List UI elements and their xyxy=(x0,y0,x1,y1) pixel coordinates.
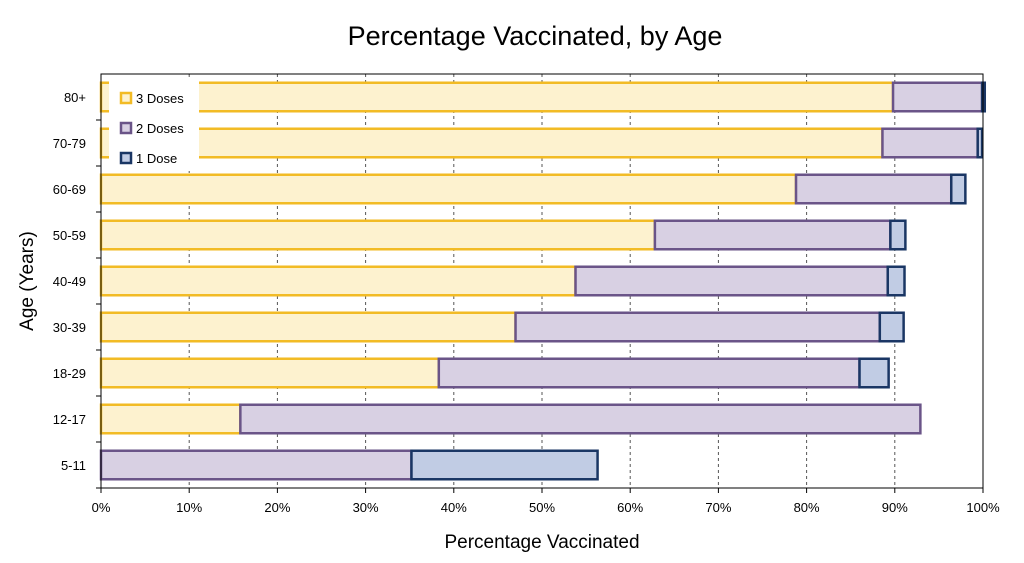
legend-swatch xyxy=(119,121,133,135)
bars xyxy=(99,81,987,481)
x-tick-label: 100% xyxy=(966,500,1000,515)
bar-segment xyxy=(878,311,905,343)
y-tick-label: 12-17 xyxy=(53,412,86,427)
legend-entry: 3 Doses xyxy=(136,91,184,106)
y-tick-label: 40-49 xyxy=(53,274,86,289)
x-tick-labels: 0% 10% 20% 30% 40% 50% 60% 70% 80% 90% 100% xyxy=(92,500,1000,515)
x-tick-label: 80% xyxy=(794,500,820,515)
bar-segment xyxy=(881,127,979,159)
plot-frame xyxy=(100,73,984,489)
bar-segment xyxy=(99,311,517,343)
legend-swatch xyxy=(119,91,133,105)
y-tick-label: 30-39 xyxy=(53,320,86,335)
legend: 3 Doses 2 Doses 1 Dose xyxy=(109,80,199,171)
bar-segment xyxy=(976,127,984,159)
y-tick-label: 70-79 xyxy=(53,136,86,151)
bar-segment xyxy=(99,127,884,159)
bar-segment xyxy=(99,81,895,113)
bar-segment xyxy=(99,403,242,435)
chart-title: Percentage Vaccinated, by Age xyxy=(348,21,723,51)
bar-segment xyxy=(99,449,413,481)
bar-segment xyxy=(886,265,906,297)
x-tick-label: 10% xyxy=(176,500,202,515)
bar-segment xyxy=(99,265,577,297)
legend-swatch xyxy=(119,151,133,165)
y-axis-label: Age (Years) xyxy=(17,231,38,331)
x-tick-label: 20% xyxy=(264,500,290,515)
bar-segment xyxy=(574,265,889,297)
y-tick-label: 60-69 xyxy=(53,182,86,197)
bar-segment xyxy=(949,173,967,205)
bar-segment xyxy=(794,173,953,205)
y-tick-label: 80+ xyxy=(64,90,86,105)
bar-segment xyxy=(889,219,907,251)
y-tick-labels: 5-11 12-17 18-29 30-39 40-49 50-59 60-69 70-79 8… xyxy=(53,90,101,489)
bar-segment xyxy=(239,403,922,435)
legend-entry: 1 Dose xyxy=(136,151,177,166)
x-tick-label: 40% xyxy=(441,500,467,515)
y-tick-label: 5-11 xyxy=(61,458,86,473)
bar-segment xyxy=(410,449,599,481)
bar-segment xyxy=(653,219,892,251)
bar-segment xyxy=(514,311,882,343)
y-tick-label: 18-29 xyxy=(53,366,86,381)
x-tick-label: 50% xyxy=(529,500,555,515)
x-tick-label: 90% xyxy=(882,500,908,515)
bar-segment xyxy=(99,357,441,389)
bar-segment xyxy=(99,173,798,205)
x-tick-label: 30% xyxy=(353,500,379,515)
bar-segment xyxy=(99,219,657,251)
bar-segment xyxy=(891,81,984,113)
x-tick-label: 60% xyxy=(617,500,643,515)
y-tick-label: 50-59 xyxy=(53,228,86,243)
x-tick-label: 70% xyxy=(705,500,731,515)
bar-segment xyxy=(437,357,861,389)
x-axis-label: Percentage Vaccinated xyxy=(444,532,639,553)
x-tick-label: 0% xyxy=(92,500,111,515)
bar-segment xyxy=(858,357,890,389)
legend-entry: 2 Doses xyxy=(136,121,184,136)
